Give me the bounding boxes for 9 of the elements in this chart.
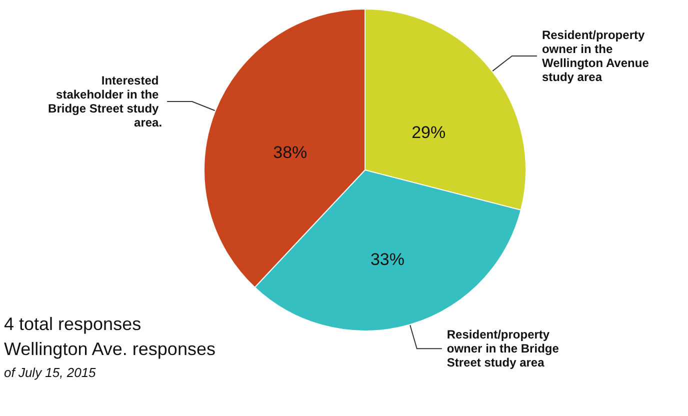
data-label: 33%: [370, 250, 404, 269]
data-label: 38%: [273, 142, 308, 162]
text: 4 total responses: [4, 314, 142, 334]
slice-label: Resident/property owner in the Bridge Street study area: [446, 328, 562, 370]
text: of July 15, 2015: [4, 365, 97, 380]
text: Wellington Ave. responses: [4, 339, 216, 359]
slice-label: Interested stakeholder in the Bridge Street study area.: [48, 74, 162, 130]
data-label: 29%: [412, 123, 446, 142]
slice-label: Resident/property owner in the Wellington Avenue study area: [542, 28, 652, 84]
